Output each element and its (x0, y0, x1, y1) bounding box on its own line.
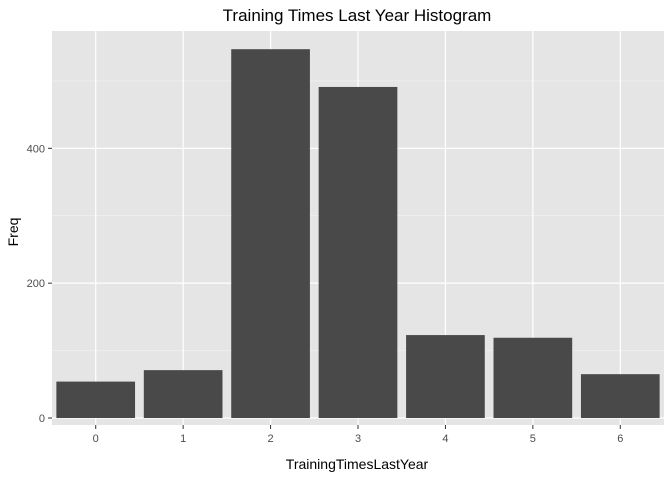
y-tick-label: 200 (27, 278, 45, 290)
x-tick-label: 5 (530, 433, 536, 445)
bars (56, 49, 660, 419)
x-tick-label: 6 (617, 433, 623, 445)
bar-5 (493, 337, 573, 418)
axes: 0 200 400 0 1 2 3 4 5 6 (27, 143, 624, 445)
chart-title: Training Times Last Year Histogram (223, 6, 492, 25)
x-tick-label: 3 (355, 433, 361, 445)
bar-6 (580, 374, 660, 418)
y-tick-label: 400 (27, 143, 45, 155)
y-tick-label: 0 (39, 413, 45, 425)
bar-3 (318, 86, 398, 418)
x-tick-label: 0 (93, 433, 99, 445)
y-axis-title: Freq (5, 218, 21, 247)
bar-2 (231, 49, 310, 419)
x-tick-label: 4 (442, 433, 448, 445)
x-tick-label: 1 (180, 433, 186, 445)
x-axis-title: TrainingTimesLastYear (286, 456, 429, 472)
bar-4 (406, 335, 485, 418)
bar-1 (143, 370, 223, 418)
bar-0 (56, 381, 136, 418)
x-tick-label: 2 (268, 433, 274, 445)
